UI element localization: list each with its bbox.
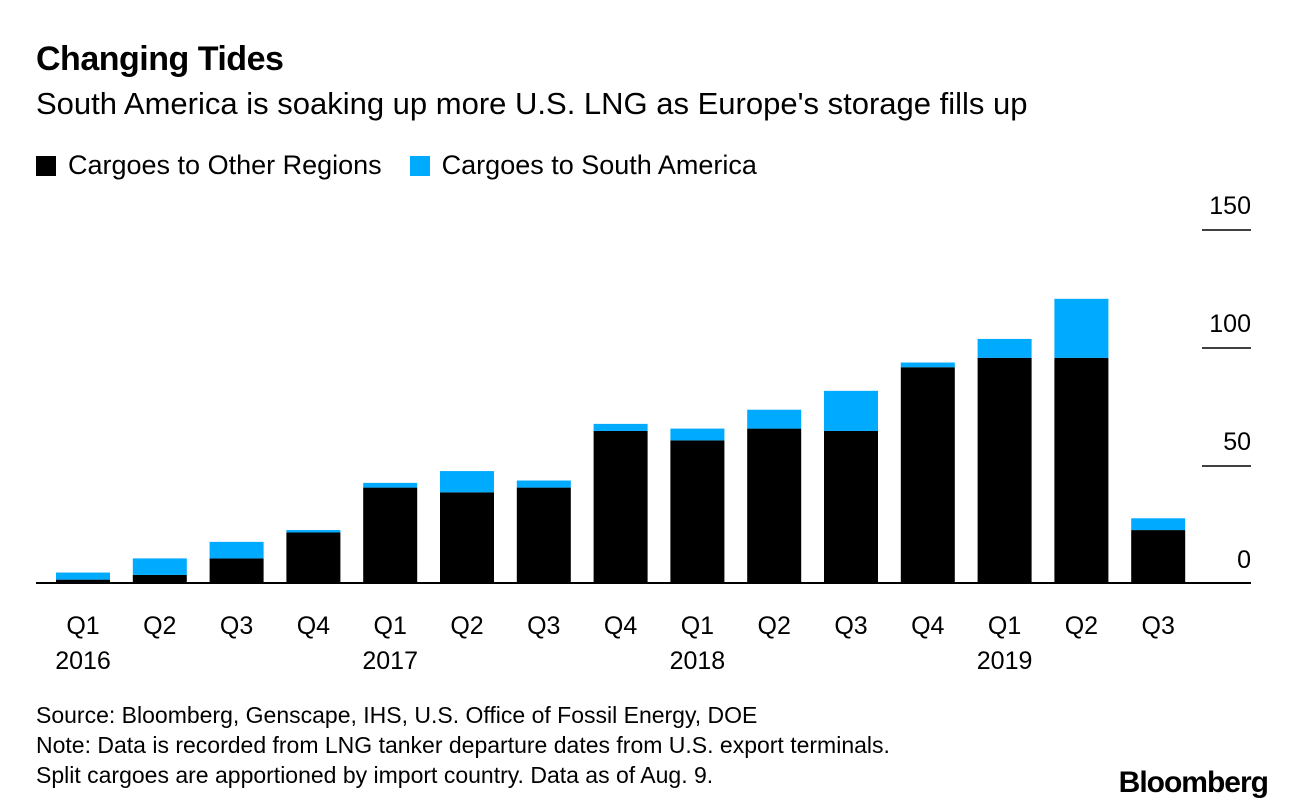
bar-south-america-14: [1131, 518, 1186, 531]
bar-other-regions-14: [1131, 530, 1186, 582]
x-tick-label-0: Q1: [66, 612, 99, 640]
x-tick-label-10: Q3: [834, 612, 867, 640]
year-label-2018: 2018: [670, 647, 726, 675]
bar-south-america-11: [900, 362, 955, 368]
source-note: Source: Bloomberg, Genscape, IHS, U.S. O…: [36, 702, 758, 728]
y-tick-label-0: 0: [1237, 546, 1251, 574]
bar-other-regions-2: [209, 558, 264, 582]
bar-south-america-8: [670, 428, 725, 441]
x-tick-label-9: Q2: [758, 612, 791, 640]
bar-south-america-0: [56, 572, 110, 580]
year-label-2017: 2017: [362, 647, 418, 675]
bar-south-america-7: [593, 423, 648, 431]
bar-south-america-6: [516, 480, 571, 488]
bar-other-regions-10: [824, 430, 878, 582]
bar-south-america-2: [209, 541, 264, 559]
footer: Source: Bloomberg, Genscape, IHS, U.S. O…: [36, 700, 890, 790]
x-tick-label-2: Q3: [220, 612, 253, 640]
bar-chart: 0 50 100 150 Q1 Q2 Q3 Q4 Q1 Q2 Q3 Q4 Q1 Q2 Q3 Q4 Q1 Q2 Q3 2…: [36, 192, 1251, 675]
legend-item-other-regions: Cargoes to Other Regions: [36, 150, 382, 181]
bar-other-regions-4: [363, 487, 418, 582]
legend-label-other-regions: Cargoes to Other Regions: [68, 150, 382, 180]
data-note-line-1: Note: Data is recorded from LNG tanker d…: [36, 732, 890, 758]
x-tick-label-6: Q3: [527, 612, 560, 640]
y-tick-label-150: 150: [1209, 192, 1251, 220]
legend: Cargoes to Other Regions Cargoes to Sout…: [36, 150, 785, 181]
year-label-2016: 2016: [55, 647, 111, 675]
legend-swatch-other-regions: [36, 155, 56, 176]
legend-item-south-america: Cargoes to South America: [409, 150, 757, 181]
y-tick-label-100: 100: [1209, 310, 1251, 338]
bar-south-america-9: [747, 409, 802, 429]
bar-other-regions-6: [516, 487, 571, 582]
bar-other-regions-12: [977, 357, 1032, 582]
bar-other-regions-8: [670, 440, 725, 582]
bar-other-regions-7: [593, 430, 648, 582]
bloomberg-logo: Bloomberg: [1118, 766, 1269, 799]
bar-other-regions-13: [1054, 357, 1109, 582]
bar-south-america-12: [977, 338, 1032, 358]
chart-subtitle: South America is soaking up more U.S. LN…: [36, 86, 1028, 121]
legend-swatch-south-america: [409, 155, 430, 176]
x-tick-label-5: Q2: [450, 612, 483, 640]
year-label-2019: 2019: [977, 647, 1033, 675]
legend-label-south-america: Cargoes to South America: [441, 150, 757, 180]
bar-other-regions-1: [132, 574, 187, 582]
bar-other-regions-3: [286, 532, 341, 582]
bar-other-regions-0: [56, 579, 110, 582]
bar-other-regions-11: [900, 367, 955, 582]
bar-south-america-10: [824, 390, 878, 431]
x-tick-label-7: Q4: [604, 612, 637, 640]
bar-other-regions-9: [747, 428, 802, 582]
y-tick-label-50: 50: [1223, 428, 1251, 456]
bar-south-america-13: [1054, 298, 1109, 358]
x-tick-label-3: Q4: [297, 612, 330, 640]
x-tick-label-8: Q1: [681, 612, 714, 640]
x-tick-label-11: Q4: [911, 612, 944, 640]
bar-south-america-4: [363, 482, 418, 488]
bar-other-regions-5: [440, 492, 494, 582]
x-tick-label-13: Q2: [1065, 612, 1098, 640]
x-tick-label-4: Q1: [374, 612, 407, 640]
bar-south-america-5: [440, 471, 494, 493]
bar-south-america-1: [132, 558, 187, 575]
bar-south-america-3: [286, 530, 341, 533]
data-note-line-2: Split cargoes are apportioned by import …: [36, 762, 714, 788]
x-tick-label-14: Q3: [1142, 612, 1175, 640]
chart-title: Changing Tides: [36, 40, 284, 78]
x-tick-label-1: Q2: [143, 612, 176, 640]
x-tick-label-12: Q1: [988, 612, 1021, 640]
